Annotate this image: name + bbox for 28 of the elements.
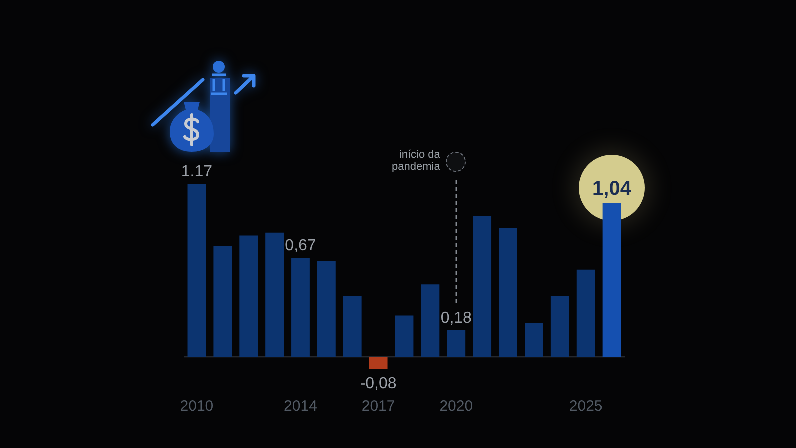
bar — [524, 323, 544, 358]
bar — [292, 258, 310, 358]
bar — [343, 296, 362, 358]
x-tick-label: 2025 — [569, 398, 603, 416]
bar — [499, 228, 518, 358]
bar — [266, 232, 284, 358]
data-label: 0,67 — [285, 237, 316, 254]
x-tick-label: 2020 — [440, 398, 474, 416]
data-label: 0,18 — [440, 310, 472, 327]
ref-line-label: início da pandemia — [392, 149, 442, 174]
x-tick-label: 2014 — [284, 398, 318, 416]
bar — [576, 270, 596, 358]
bar — [395, 316, 414, 358]
data-label: 1,04 — [592, 178, 632, 200]
bar — [447, 330, 466, 358]
x-tick-label: 2010 — [180, 398, 214, 416]
data-label: -0,08 — [360, 375, 397, 392]
bar — [240, 236, 258, 358]
bar — [317, 260, 336, 358]
bar — [421, 284, 440, 358]
bar — [214, 246, 232, 358]
data-label: 1.17 — [181, 163, 213, 180]
bar — [473, 216, 492, 358]
bar — [369, 357, 388, 369]
bar — [602, 203, 622, 358]
bar — [550, 296, 570, 358]
x-tick-label: 2017 — [362, 398, 396, 416]
bar — [188, 184, 206, 358]
